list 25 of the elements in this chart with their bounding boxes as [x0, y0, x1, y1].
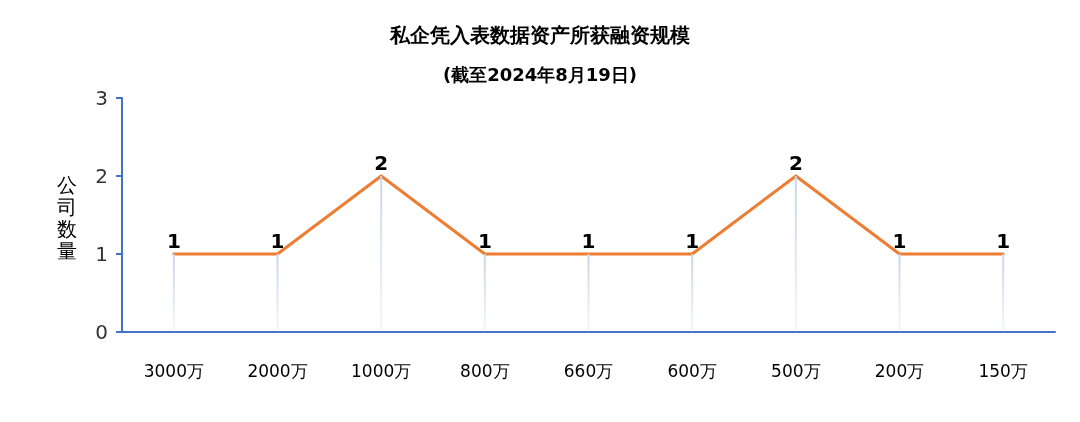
- data-label: 2: [374, 151, 389, 175]
- x-tick-label: 3000万: [143, 360, 204, 381]
- x-tick-label: 1000万: [351, 360, 412, 381]
- y-tick-label: 0: [95, 320, 108, 344]
- y-tick-label: 2: [95, 164, 108, 188]
- data-label: 1: [996, 229, 1011, 253]
- data-label: 1: [892, 229, 907, 253]
- x-tick-label: 150万: [978, 360, 1028, 381]
- chart-subtitle: (截至2024年8月19日): [442, 63, 638, 85]
- x-tick-label: 600万: [667, 360, 717, 381]
- data-label: 1: [270, 229, 285, 253]
- y-tick-label: 3: [95, 86, 108, 110]
- x-tick-label: 500万: [771, 360, 821, 381]
- data-label: 1: [581, 229, 596, 253]
- data-label: 1: [685, 229, 700, 253]
- y-axis-title: 公司数量: [57, 173, 78, 263]
- y-tick-label: 1: [95, 242, 108, 266]
- x-tick-label: 800万: [460, 360, 510, 381]
- data-label: 2: [788, 151, 803, 175]
- x-tick-label: 2000万: [247, 360, 308, 381]
- data-label: 1: [477, 229, 492, 253]
- data-label: 1: [166, 229, 181, 253]
- chart-title: 私企凭入表数据资产所获融资规模: [389, 23, 690, 47]
- x-tick-label: 660万: [563, 360, 614, 381]
- x-tick-label: 200万: [874, 360, 925, 381]
